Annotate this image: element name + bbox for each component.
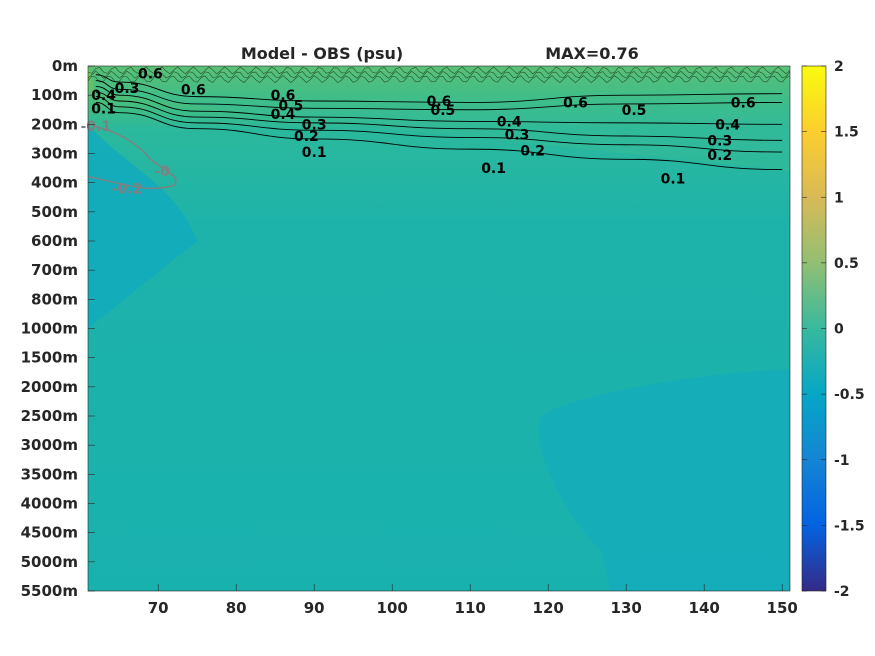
x-axis: 70 80 90 100 110 120 130 140 150 [148,584,798,617]
colorbar-ticks: 2 1.5 1 0.5 0 -0.5 -1 -1.5 -2 [802,59,865,600]
contour-line-0-3 [95,91,783,141]
surface-contour-texture [88,66,790,75]
low-salinity-region [88,124,198,329]
contour-label: 0.5 [430,103,455,119]
contour-label: 0.5 [622,103,647,119]
y-tick-label: 700m [31,261,78,279]
colorbar-tick-label: 0.5 [834,256,859,272]
y-tick-label: 2000m [21,378,78,396]
contour-label: 0.1 [91,101,116,117]
y-tick-label: 800m [31,290,78,308]
contour-label: 0.2 [520,144,545,160]
colorbar-tick-label: 2 [834,59,844,75]
colorbar-tick-label: 0 [834,322,844,338]
contour-line-0-2 [95,96,783,153]
y-tick-label: 4000m [21,495,78,513]
y-tick-label: 400m [31,174,78,192]
colorbar-tick-label: -2 [834,584,850,600]
colorbar-tick-label: -0.5 [834,387,865,403]
y-tick-label: 1500m [21,349,78,367]
y-tick-label: 300m [31,145,78,163]
contour-label: 0.6 [427,94,452,110]
colorbar-tick-label: 1.5 [834,125,859,141]
y-tick-label: 5000m [21,553,78,571]
contour-lines [88,66,790,190]
negative-contour-line [88,123,177,190]
colorbar: 2 1.5 1 0.5 0 -0.5 -1 -1.5 -2 [801,59,865,600]
contour-label: 0.6 [563,95,588,111]
negative-contour-label: -0.1 [80,119,111,135]
negative-contour-label: -0 [154,164,170,180]
contour-label: 0.3 [302,117,327,133]
x-tick-label: 70 [148,599,169,617]
contour-line-0-6 [95,74,783,103]
x-tick-label: 130 [611,599,642,617]
contour-label: 0.5 [278,98,303,114]
contour-label: 0.2 [294,129,319,145]
contour-line-0-5 [95,80,783,111]
y-tick-label: 500m [31,203,78,221]
contour-label: 0.3 [707,133,732,149]
y-tick-label: 1000m [21,320,78,338]
surface-contour-texture [88,75,790,84]
x-tick-label: 110 [455,599,486,617]
contour-label: 0.4 [271,107,296,123]
y-tick-label: 2500m [21,407,78,425]
x-tick-label: 150 [767,599,798,617]
contour-label: 0.4 [91,88,116,104]
deep-region [538,369,790,591]
y-tick-label: 5500m [21,582,78,600]
x-tick-label: 90 [304,599,325,617]
colorbar-tick-label: 1 [834,190,844,206]
y-tick-label: 3000m [21,436,78,454]
contour-label: 0.2 [707,148,732,164]
y-tick-label: 200m [31,115,78,133]
contour-label: 0.6 [271,88,296,104]
contour-line-0-4 [95,85,783,125]
y-tick-label: 100m [31,86,78,104]
y-axis: 0m 100m 200m 300m 400m 500m 600m 700m 800m 1000m 1… [21,57,95,600]
colorbar-tick-label: -1.5 [834,518,865,534]
x-tick-label: 80 [226,599,247,617]
max-label: MAX=0.76 [545,44,639,63]
contour-label: 0.3 [115,81,140,97]
colorbar-tick-label: -1 [834,453,850,469]
y-tick-label: 3500m [21,465,78,483]
contour-label: 0.6 [181,82,206,98]
negative-contour-label: -0.2 [112,182,143,198]
x-tick-label: 140 [689,599,720,617]
y-tick-label: 600m [31,232,78,250]
contour-label: 0.1 [661,171,686,187]
contour-label: 0.6 [138,66,163,82]
chart-title: Model - OBS (psu) [241,44,403,63]
contour-label: 0.3 [505,128,530,144]
x-tick-label: 100 [377,599,408,617]
contour-label: 0.1 [302,145,327,161]
contour-line-0-1 [95,102,783,170]
y-tick-label: 4500m [21,524,78,542]
heatmap-field [88,66,790,591]
y-tick-label: 0m [52,57,78,75]
surface-contour-texture [88,70,790,79]
x-tick-label: 120 [533,599,564,617]
contour-labels: 0.60.6 0.6 0.6 0.6 0.60.5 0.50.50.4 0.4 0.40.30… [80,66,755,197]
contour-label: 0.4 [715,117,740,133]
contour-label: 0.4 [497,114,522,130]
contour-label: 0.1 [481,161,506,177]
contour-label: 0.6 [731,95,756,111]
